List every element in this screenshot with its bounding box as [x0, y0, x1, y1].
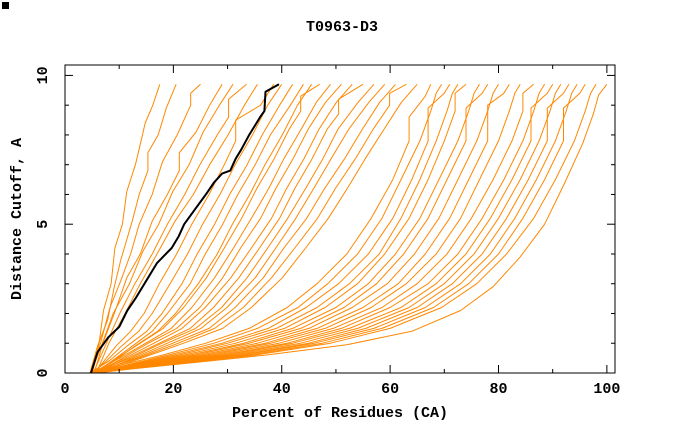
prediction-curve — [94, 84, 443, 374]
prediction-curve — [91, 84, 432, 374]
prediction-curve — [92, 84, 510, 374]
prediction-curve — [94, 84, 597, 374]
prediction-curve — [94, 84, 480, 374]
chart-title: T0963-D3 — [306, 19, 378, 36]
tick-labels-layer: 0 20 40 60 80 100 0 5 10 — [35, 66, 620, 398]
x-tick-label: 20 — [164, 381, 182, 398]
prediction-curve — [92, 84, 554, 374]
prediction-curve — [97, 83, 386, 374]
prediction-curve — [95, 84, 258, 374]
prediction-curve — [91, 84, 283, 374]
prediction-curve — [91, 83, 331, 374]
prediction-curve — [92, 84, 570, 374]
prediction-curve — [97, 84, 578, 374]
plot-border — [64, 64, 616, 374]
y-axis-title: Distance Cutoff, A — [9, 138, 26, 300]
prediction-curve — [91, 83, 353, 374]
prediction-curve — [91, 83, 201, 374]
x-tick-label: 60 — [381, 381, 399, 398]
prediction-curve — [94, 84, 521, 374]
prediction-curve — [94, 84, 275, 374]
prediction-curve — [92, 83, 467, 374]
x-axis-title: Percent of Residues (CA) — [232, 405, 448, 422]
x-tick-label: 80 — [489, 381, 507, 398]
prediction-curve — [97, 83, 418, 374]
y-tick-label: 5 — [35, 220, 52, 229]
prediction-curve — [94, 84, 304, 374]
prediction-curve — [94, 83, 396, 374]
prediction-curve — [91, 84, 161, 374]
x-tick-label: 100 — [593, 381, 620, 398]
x-tick-label: 0 — [60, 381, 69, 398]
ticks-layer — [64, 65, 615, 374]
corner-artifact — [2, 2, 9, 9]
prediction-curve — [90, 84, 234, 374]
prediction-curve — [92, 83, 608, 374]
x-tick-label: 40 — [273, 381, 291, 398]
prediction-curve — [92, 84, 586, 374]
prediction-curve — [91, 83, 375, 374]
prediction-curve — [89, 84, 177, 374]
prediction-curve — [97, 83, 342, 374]
prediction-curve — [93, 84, 223, 374]
prediction-curve — [92, 84, 489, 374]
prediction-curve — [94, 83, 364, 374]
reference-curve — [90, 83, 280, 374]
curves-layer — [89, 83, 608, 374]
prediction-curve — [97, 84, 499, 374]
y-tick-label: 0 — [35, 368, 52, 377]
y-tick-label: 10 — [35, 66, 52, 84]
prediction-curve — [94, 83, 320, 374]
prediction-curve — [97, 84, 546, 374]
prediction-curve — [92, 83, 247, 374]
prediction-curve — [91, 83, 407, 374]
prediction-curve — [92, 83, 535, 374]
prediction-curve — [89, 84, 294, 374]
prediction-curve — [91, 84, 451, 374]
prediction-curve — [94, 84, 562, 374]
prediction-curve — [97, 84, 459, 374]
